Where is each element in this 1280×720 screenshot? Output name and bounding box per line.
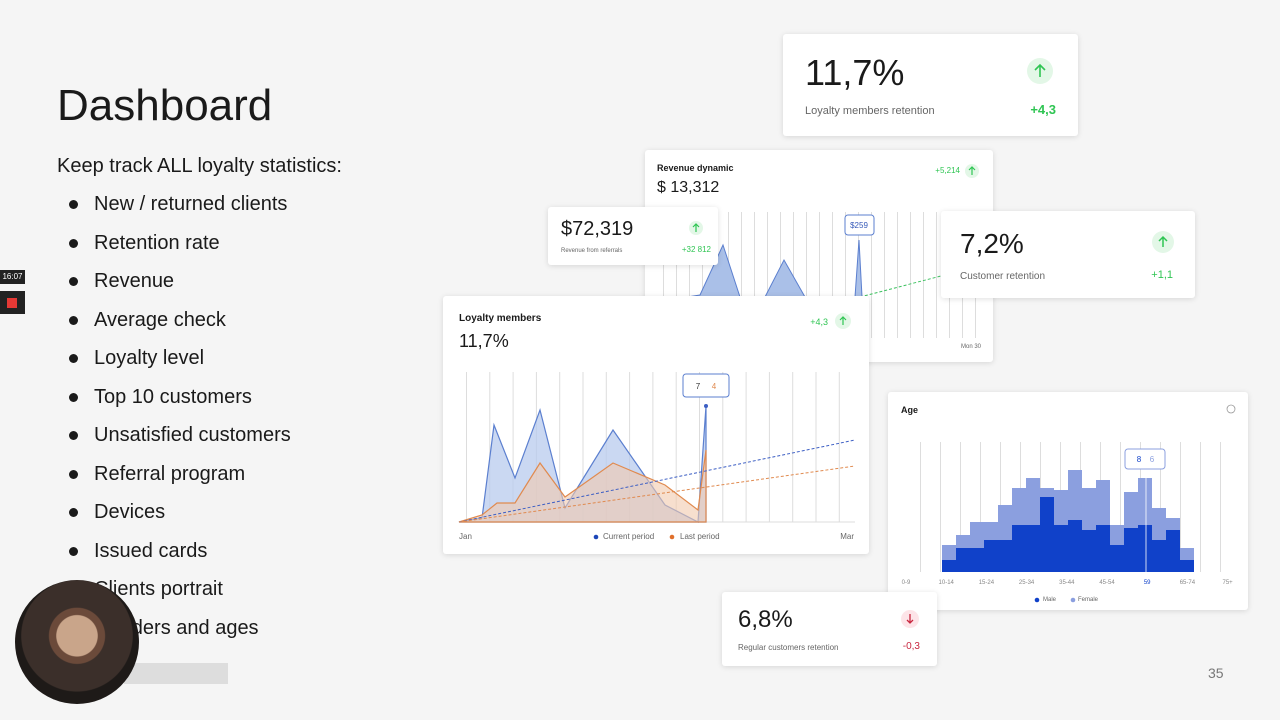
list-item: Average check [69, 308, 226, 331]
up-arrow [839, 316, 847, 325]
metric-value: $72,319 [561, 218, 634, 240]
slide-title: Dashboard [57, 81, 273, 130]
tooltip-male: 8 [1137, 455, 1142, 464]
tooltip-text: $259 [850, 221, 868, 230]
list-item: Unsatisfied customers [69, 424, 291, 446]
trend-line [859, 275, 942, 298]
metric-label: Revenue from referrals [561, 248, 623, 254]
tooltip-box [682, 373, 730, 398]
retention-card: 11,7% Loyalty members retention +4,3 [783, 34, 1078, 136]
loyalty-members-card: 7 4 Loyalty members 11,7% +4,3 Jan Mar C… [443, 296, 869, 554]
customer-retention-card: 7,2% Customer retention +1,1 [941, 211, 1195, 298]
card-title: Loyalty members [459, 313, 542, 324]
list-item: Devices [68, 501, 166, 523]
x-label: 45-54 [1099, 580, 1115, 586]
metric-value: 7,2% [960, 228, 1024, 259]
x-label: 75+ [1223, 580, 1234, 586]
x-label: 15-24 [979, 580, 995, 586]
list-item: Top 10 customers [69, 385, 252, 408]
x-label: 25-34 [1019, 580, 1035, 586]
metric-value: $ 13,312 [657, 179, 720, 196]
referrals-card: $72,319 Revenue from referrals +32 812 [548, 207, 718, 265]
regular-retention-card: 6,8% Regular customers retention -0,3 [722, 592, 937, 666]
intro: Keep track ALL loyalty statistics: [57, 155, 342, 177]
card-title: Age [901, 405, 919, 415]
list-item: Issued cards [68, 539, 208, 562]
tooltip-box [1124, 448, 1166, 470]
metric-change: -0,3 [902, 641, 920, 652]
metric-change: +4,3 [1030, 102, 1056, 117]
age-chart: 8 6 0-9 10-14 15-24 25-34 35-44 45-54 59 65-74 7… [901, 404, 1239, 603]
up-arrow [1158, 235, 1168, 247]
card-icons [1027, 58, 1053, 84]
tooltip-last: 4 [712, 382, 717, 391]
up-arrow [968, 166, 976, 175]
x-label: Mon 30 [960, 344, 981, 350]
legend-dot [669, 534, 675, 540]
info-icon[interactable] [1226, 404, 1236, 414]
x-label: 59 [1144, 580, 1151, 586]
metric-label: Customer retention [960, 271, 1046, 282]
card-icons [689, 221, 703, 235]
last-trend [458, 465, 856, 523]
legend-label: Last period [680, 532, 720, 541]
loyalty-chart: 7 4 [458, 313, 856, 540]
legend-dot [593, 534, 599, 540]
legend-dot [1034, 597, 1040, 603]
up-arrow [1034, 63, 1046, 77]
metric-value: 6,8% [738, 606, 793, 633]
up-arrow [692, 223, 700, 232]
legend-label: Current period [603, 532, 655, 541]
x-label: 10-14 [939, 580, 955, 586]
card-icons [901, 610, 919, 628]
list-item: Retention rate [69, 231, 220, 254]
list-item: Referral program [68, 462, 246, 485]
list-item: Loyalty level [68, 347, 205, 369]
list-item: New / returned clients [68, 193, 288, 215]
page-number: 35 [1208, 665, 1224, 681]
last-area [458, 449, 707, 523]
stop-button[interactable] [0, 291, 25, 314]
metric-value: 11,7% [459, 331, 509, 351]
x-labels: 0-9 10-14 15-24 25-34 35-44 45-54 59 65-74 75+ [902, 580, 1234, 586]
tooltip-point [704, 404, 708, 408]
male-bars [942, 497, 1194, 572]
legend-label: Male [1043, 597, 1057, 603]
metric-change: +32 812 [681, 245, 711, 254]
legend-dot [1070, 597, 1076, 603]
name-bar [124, 663, 228, 684]
stop-icon [7, 298, 17, 308]
metric-change: +1,1 [1151, 269, 1173, 281]
x-label: 35-44 [1059, 580, 1075, 586]
x-label: 0-9 [902, 580, 911, 586]
current-trend [458, 439, 856, 523]
tooltip-box [844, 214, 875, 236]
legend-label: Female [1078, 597, 1099, 603]
metric-change: +4,3 [810, 317, 828, 327]
age-card: 8 6 0-9 10-14 15-24 25-34 35-44 45-54 59 65-74 7… [888, 392, 1248, 610]
x-label: Jan [459, 532, 472, 541]
metric-value: 11,7% [805, 52, 905, 93]
webcam [15, 580, 139, 704]
metric-change: +5,214 [935, 166, 960, 175]
timer: 16:07 [0, 270, 25, 284]
card-icons [1152, 231, 1174, 253]
card-title: Revenue dynamic [657, 163, 734, 173]
metric-label: Regular customers retention [738, 643, 839, 652]
list-item: Revenue [68, 270, 175, 292]
x-label: Mar [840, 532, 854, 541]
tooltip-female: 6 [1150, 455, 1155, 464]
tooltip-current: 7 [696, 382, 701, 391]
down-arrow [906, 614, 914, 624]
metric-label: Loyalty members retention [805, 105, 935, 117]
x-label: 65-74 [1180, 580, 1196, 586]
